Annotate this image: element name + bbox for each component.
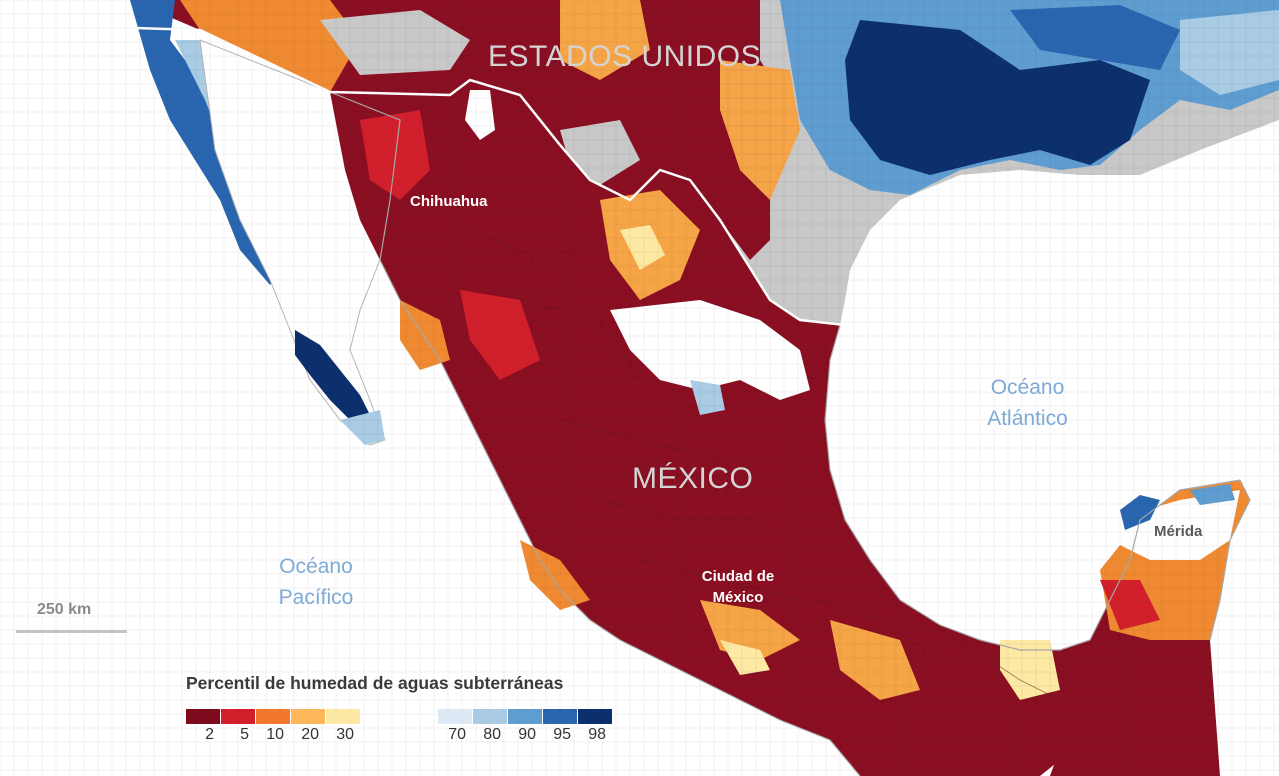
legend-tick-dry-0: 2 <box>205 726 214 743</box>
cdmx-line1: Ciudad de <box>701 568 775 585</box>
legend-tick-dry-4: 30 <box>336 726 354 743</box>
legend-title: Percentil de humedad de aguas subterráne… <box>186 673 564 693</box>
legend-swatch-dry-1 <box>221 709 255 724</box>
legend-tick-wet-2: 90 <box>518 726 536 743</box>
legend-tick-wet-3: 95 <box>553 726 571 743</box>
legend-tick-wet-4: 98 <box>588 726 606 743</box>
legend-swatch-dry-0 <box>186 709 220 724</box>
legend-swatch-wet-4 <box>578 709 612 724</box>
label-estados-unidos: ESTADOS UNIDOS <box>488 40 762 73</box>
label-chihuahua: Chihuahua <box>410 193 488 210</box>
legend-tick-dry-2: 10 <box>266 726 284 743</box>
legend-tick-dry-3: 20 <box>301 726 319 743</box>
label-oceano-atlantico: Océano Atlántico <box>975 372 1080 434</box>
label-oceano-pacifico: Océano Pacífico <box>266 551 366 613</box>
scale-label: 250 km <box>37 601 92 618</box>
ocean-atlantic-line1: Océano <box>990 376 1065 399</box>
legend-tick-wet-1: 80 <box>483 726 501 743</box>
legend-swatch-wet-3 <box>543 709 577 724</box>
cdmx-line2: México <box>712 589 764 606</box>
ocean-pacific-line1: Océano <box>279 555 353 578</box>
ocean-pacific-line2: Pacífico <box>278 586 354 609</box>
scale-bar <box>16 630 127 633</box>
legend-tick-wet-0: 70 <box>448 726 466 743</box>
legend-swatch-wet-0 <box>438 709 472 724</box>
legend-tick-dry-1: 5 <box>240 726 249 743</box>
legend-swatch-wet-2 <box>508 709 542 724</box>
legend-swatch-wet-1 <box>473 709 507 724</box>
legend-swatch-dry-3 <box>291 709 325 724</box>
legend-swatch-dry-2 <box>256 709 290 724</box>
ocean-atlantic-line2: Atlántico <box>987 407 1068 430</box>
label-merida: Mérida <box>1154 523 1203 540</box>
label-ciudad-de-mexico: Ciudad de México <box>686 566 790 608</box>
legend-swatch-dry-4 <box>326 709 360 724</box>
label-mexico: MÉXICO <box>632 462 754 495</box>
